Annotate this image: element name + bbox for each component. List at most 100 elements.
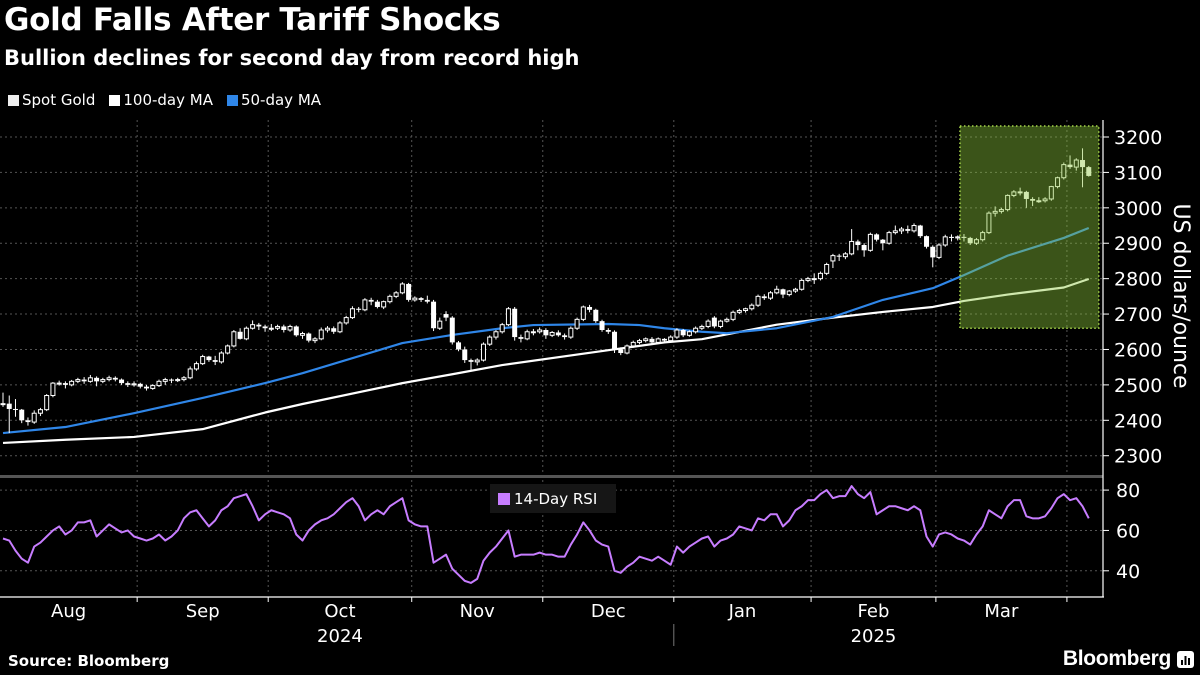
y-tick-label: 2400 (1114, 410, 1162, 432)
candle-body-up (980, 232, 986, 241)
candle-body-up (349, 308, 355, 319)
candle-body-down (19, 409, 25, 421)
candle-body-up (830, 255, 836, 262)
logo-wordmark: Bloomberg (1062, 647, 1171, 670)
candle-body-up (175, 379, 181, 382)
candle-body-down (456, 342, 462, 350)
candle-body-up (786, 290, 792, 296)
candle-body-up (44, 395, 50, 411)
x-month-label: Mar (984, 601, 1019, 622)
candle-body-down (119, 379, 125, 384)
candle (830, 253, 836, 269)
candle-body-up (755, 295, 761, 306)
candle (443, 311, 449, 322)
candle (19, 408, 25, 424)
candle (293, 325, 299, 337)
candle-body-up (437, 320, 443, 329)
candle (761, 294, 767, 300)
candle-body-down (1067, 164, 1073, 168)
ma-50-day-line (2, 226, 1090, 435)
candle-body-up (337, 322, 343, 333)
candle (275, 324, 281, 330)
candle-body-down (144, 386, 150, 389)
candle-body-up (1017, 191, 1023, 194)
candle (805, 276, 811, 283)
legend-label: 100-day MA (123, 91, 213, 109)
candle-body-up (287, 325, 293, 331)
candles (0, 148, 1092, 434)
candle-body-up (936, 244, 942, 258)
candle (955, 235, 961, 241)
candle (337, 321, 343, 334)
candle (493, 329, 499, 340)
candle-body-down (961, 236, 967, 238)
candle (537, 327, 543, 334)
candle (718, 319, 724, 329)
candle-body-up (886, 232, 892, 244)
candle-body-down (1023, 191, 1029, 199)
candle (1048, 185, 1054, 201)
candle-body-down (555, 332, 561, 336)
candle (437, 317, 443, 330)
candle-body-up (568, 327, 574, 338)
candle-body-up (674, 329, 680, 338)
candle-body-down (137, 383, 143, 387)
candle-body-down (206, 356, 212, 361)
y-tick-label: 2500 (1114, 375, 1162, 397)
candle (574, 317, 580, 330)
candle (256, 322, 262, 330)
candle (168, 378, 174, 384)
candle (555, 330, 561, 337)
candle-body-up (749, 304, 755, 310)
candle-body-down (930, 246, 936, 258)
candle-body-up (530, 331, 536, 334)
x-month-label: Jan (728, 601, 757, 622)
candle-body-down (587, 306, 593, 310)
candle (150, 384, 156, 390)
y-tick-label: 3200 (1114, 127, 1162, 149)
candle (593, 308, 599, 323)
candle (87, 374, 93, 383)
candle-body-up (1011, 191, 1017, 196)
candle-body-down (780, 289, 786, 295)
candle (262, 324, 268, 332)
candle-body-down (81, 379, 87, 382)
candle (125, 381, 131, 388)
candle (175, 377, 181, 383)
candle-body-up (87, 377, 93, 382)
candle-body-up (399, 283, 405, 294)
candle-body-up (849, 240, 855, 255)
candle-body-up (193, 363, 199, 370)
candle (81, 377, 87, 384)
candle (736, 308, 742, 315)
candle (119, 378, 125, 385)
candle (643, 337, 649, 343)
candle (44, 394, 50, 412)
candle (530, 328, 536, 336)
candle (942, 234, 948, 247)
candle (356, 306, 362, 313)
candle-body-up (231, 331, 237, 347)
candle-body-up (275, 325, 281, 329)
candle-body-up (537, 329, 543, 333)
candle (1005, 194, 1011, 212)
candle-body-up (243, 327, 249, 340)
candle-body-up (268, 327, 274, 330)
candle-body-up (100, 379, 106, 382)
candle-body-up (973, 239, 979, 244)
candle-body-down (948, 236, 954, 238)
candle (817, 271, 823, 281)
candle (206, 355, 212, 362)
candle-body-down (861, 245, 867, 251)
candle-body-up (218, 352, 224, 363)
x-month-label: Sep (186, 601, 220, 622)
candle-body-up (630, 341, 636, 347)
rsi-tick-label: 60 (1116, 520, 1140, 542)
candle (250, 320, 256, 330)
rsi-tick-label: 40 (1116, 561, 1140, 583)
candle-body-down (1086, 167, 1092, 176)
x-month-label: Aug (51, 601, 86, 622)
candle-body-up (1036, 200, 1042, 203)
candle (986, 211, 992, 235)
candle (312, 337, 318, 344)
